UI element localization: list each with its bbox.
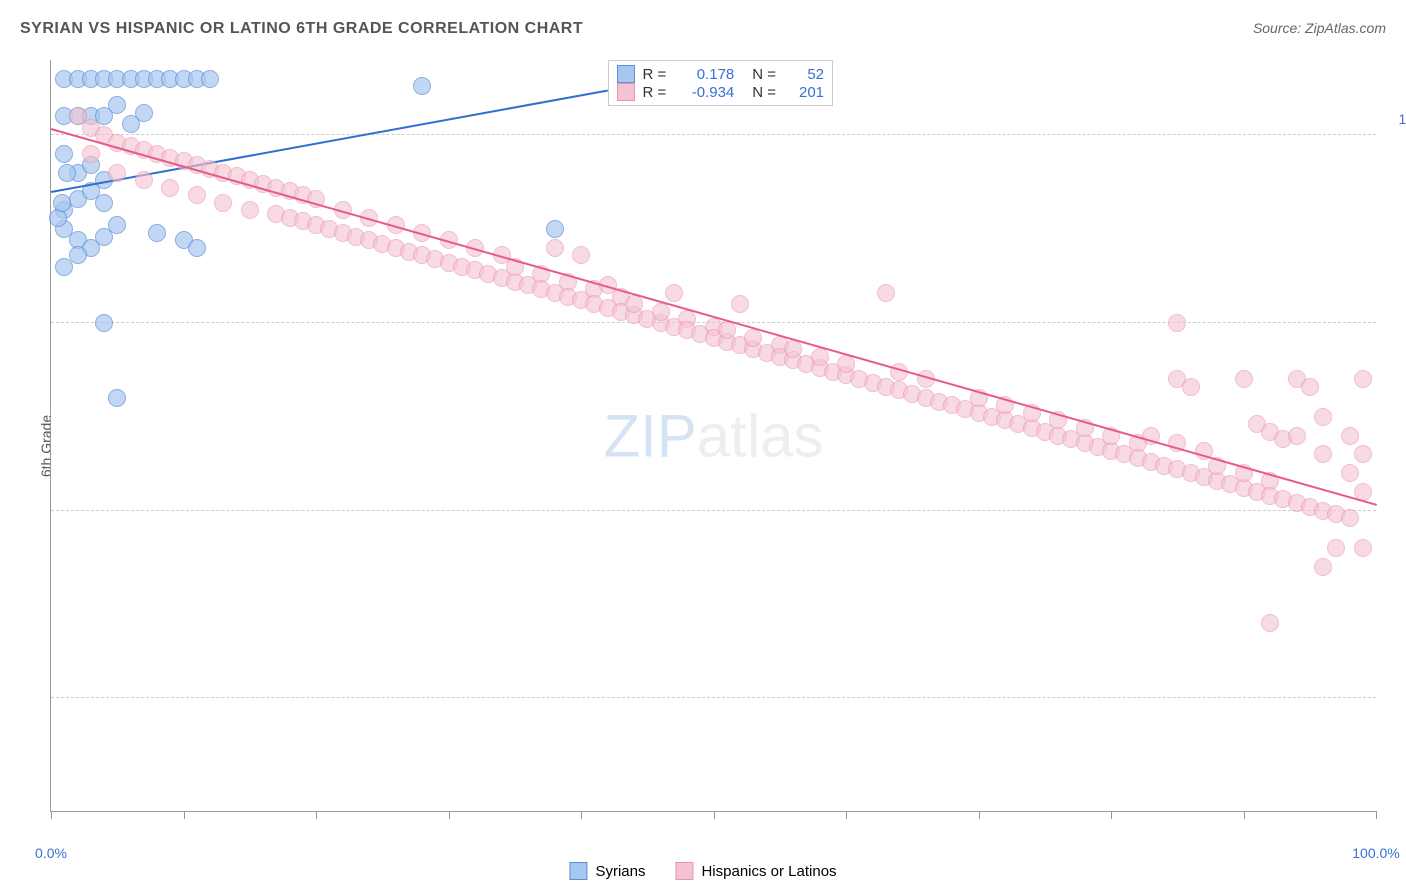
scatter-point bbox=[188, 186, 206, 204]
bottom-legend: Syrians Hispanics or Latinos bbox=[569, 862, 836, 880]
scatter-point bbox=[108, 389, 126, 407]
scatter-point bbox=[69, 246, 87, 264]
scatter-point bbox=[1182, 378, 1200, 396]
scatter-point bbox=[82, 145, 100, 163]
r-label: R = bbox=[643, 84, 667, 101]
scatter-point bbox=[201, 70, 219, 88]
xtick bbox=[846, 811, 847, 819]
scatter-point bbox=[784, 340, 802, 358]
scatter-point bbox=[1288, 427, 1306, 445]
r-value: 0.178 bbox=[674, 66, 734, 83]
gridline bbox=[51, 697, 1376, 698]
xtick bbox=[979, 811, 980, 819]
xtick bbox=[714, 811, 715, 819]
xtick bbox=[1376, 811, 1377, 819]
xtick-label: 100.0% bbox=[1352, 845, 1399, 861]
chart-title: SYRIAN VS HISPANIC OR LATINO 6TH GRADE C… bbox=[20, 20, 583, 38]
legend-swatch bbox=[675, 862, 693, 880]
gridline bbox=[51, 510, 1376, 511]
n-label: N = bbox=[752, 84, 776, 101]
scatter-point bbox=[811, 348, 829, 366]
n-value: 52 bbox=[784, 66, 824, 83]
scatter-point bbox=[652, 303, 670, 321]
scatter-point bbox=[108, 96, 126, 114]
gridline bbox=[51, 134, 1376, 135]
scatter-point bbox=[135, 104, 153, 122]
scatter-point bbox=[1354, 539, 1372, 557]
scatter-point bbox=[1341, 427, 1359, 445]
scatter-point bbox=[108, 164, 126, 182]
scatter-point bbox=[413, 77, 431, 95]
scatter-point bbox=[546, 220, 564, 238]
scatter-point bbox=[214, 194, 232, 212]
legend-swatch bbox=[617, 83, 635, 101]
scatter-point bbox=[1301, 378, 1319, 396]
r-label: R = bbox=[643, 66, 667, 83]
xtick bbox=[1111, 811, 1112, 819]
scatter-point bbox=[95, 314, 113, 332]
scatter-point bbox=[95, 194, 113, 212]
scatter-point bbox=[135, 171, 153, 189]
scatter-point bbox=[241, 201, 259, 219]
scatter-point bbox=[1327, 539, 1345, 557]
scatter-point bbox=[1354, 445, 1372, 463]
scatter-point bbox=[665, 284, 683, 302]
scatter-point bbox=[148, 224, 166, 242]
ytick-label: 100.0% bbox=[1399, 111, 1406, 127]
legend-label: Syrians bbox=[595, 863, 645, 880]
scatter-point bbox=[1314, 408, 1332, 426]
scatter-point bbox=[1341, 464, 1359, 482]
bottom-legend-item: Syrians bbox=[569, 862, 645, 880]
xtick bbox=[1244, 811, 1245, 819]
xtick bbox=[51, 811, 52, 819]
scatter-point bbox=[744, 329, 762, 347]
scatter-point bbox=[1314, 445, 1332, 463]
bottom-legend-item: Hispanics or Latinos bbox=[675, 862, 836, 880]
scatter-point bbox=[1235, 370, 1253, 388]
stats-legend: R = 0.178 N = 52 R = -0.934 N = 201 bbox=[608, 60, 834, 106]
legend-swatch bbox=[569, 862, 587, 880]
r-value: -0.934 bbox=[674, 84, 734, 101]
stats-legend-row: R = 0.178 N = 52 bbox=[617, 65, 825, 83]
scatter-point bbox=[731, 295, 749, 313]
source-label: Source: ZipAtlas.com bbox=[1253, 20, 1386, 36]
scatter-point bbox=[58, 164, 76, 182]
xtick bbox=[184, 811, 185, 819]
watermark: ZIPatlas bbox=[603, 401, 823, 470]
scatter-point bbox=[1314, 558, 1332, 576]
scatter-point bbox=[546, 239, 564, 257]
scatter-point bbox=[55, 145, 73, 163]
scatter-point bbox=[1261, 614, 1279, 632]
scatter-point bbox=[837, 355, 855, 373]
n-value: 201 bbox=[784, 84, 824, 101]
scatter-point bbox=[877, 284, 895, 302]
xtick bbox=[316, 811, 317, 819]
scatter-point bbox=[1354, 370, 1372, 388]
xtick bbox=[581, 811, 582, 819]
scatter-point bbox=[625, 295, 643, 313]
chart-plot-area: ZIPatlas 85.0%90.0%95.0%100.0%0.0%100.0%… bbox=[50, 60, 1376, 812]
scatter-point bbox=[1168, 314, 1186, 332]
scatter-point bbox=[108, 216, 126, 234]
scatter-point bbox=[1341, 509, 1359, 527]
stats-legend-row: R = -0.934 N = 201 bbox=[617, 83, 825, 101]
n-label: N = bbox=[752, 66, 776, 83]
scatter-point bbox=[850, 370, 868, 388]
scatter-point bbox=[718, 321, 736, 339]
scatter-point bbox=[49, 209, 67, 227]
scatter-point bbox=[161, 179, 179, 197]
scatter-point bbox=[572, 246, 590, 264]
legend-label: Hispanics or Latinos bbox=[701, 863, 836, 880]
xtick-label: 0.0% bbox=[35, 845, 67, 861]
scatter-point bbox=[53, 194, 71, 212]
xtick bbox=[449, 811, 450, 819]
legend-swatch bbox=[617, 65, 635, 83]
scatter-point bbox=[188, 239, 206, 257]
